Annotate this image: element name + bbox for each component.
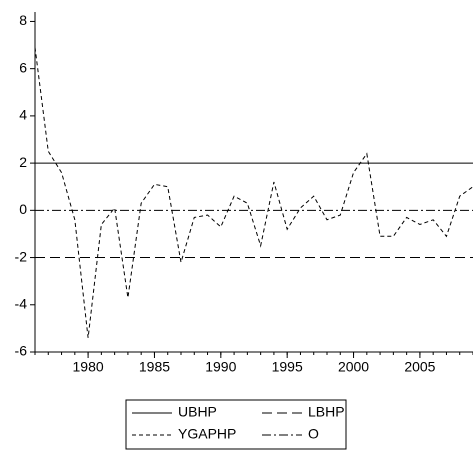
y-tick-label: 8	[19, 12, 27, 28]
x-tick-label: 2005	[404, 359, 435, 375]
x-tick-label: 1990	[205, 359, 236, 375]
y-tick-label: -6	[15, 343, 28, 359]
series-line	[34, 47, 473, 338]
y-tick-label: 4	[19, 107, 27, 123]
legend-label: YGAPHP	[178, 426, 236, 442]
legend-box	[125, 399, 347, 450]
x-tick-label: 2000	[338, 359, 369, 375]
legend-label: O	[308, 426, 319, 442]
y-tick-label: -4	[15, 295, 28, 311]
x-tick-label: 1980	[73, 359, 104, 375]
legend-label: LBHP	[308, 404, 345, 420]
y-tick-label: -2	[15, 248, 28, 264]
y-tick-label: 2	[19, 154, 27, 170]
legend-label: UBHP	[178, 404, 217, 420]
x-tick-label: 1995	[272, 359, 303, 375]
y-tick-label: 0	[19, 201, 27, 217]
x-tick-label: 1985	[139, 359, 170, 375]
y-tick-label: 6	[19, 59, 27, 75]
